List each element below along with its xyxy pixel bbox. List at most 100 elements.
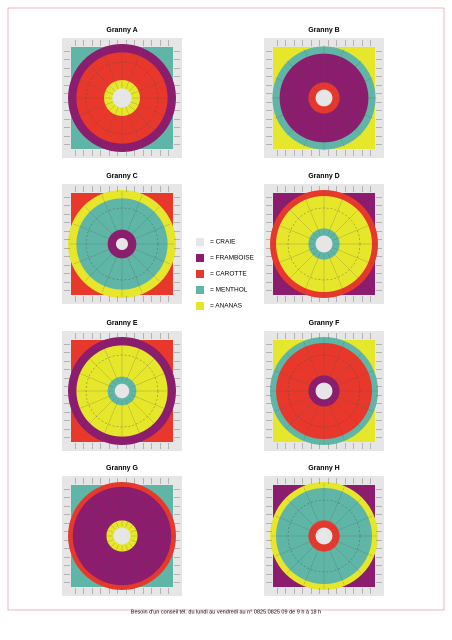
stitch-line [303,49,321,90]
stitch-line [125,487,143,528]
stitch-line [130,515,171,533]
stitch-line [330,353,362,385]
legend-label: = CRAIE [210,239,236,246]
stitch-line [332,223,373,241]
stitch-line [128,353,160,385]
stitch-line [130,394,171,412]
stitch-line [332,515,373,533]
stitch-line [101,49,119,90]
stitch-line [84,353,116,385]
stitch-line [327,342,345,383]
stitch-line [327,106,345,147]
ring [114,383,130,399]
granny-square [264,331,384,451]
ring [116,238,128,250]
stitch-line [101,252,119,293]
stitch-line [303,399,321,440]
stitch-line [327,252,345,293]
stitch-line [286,60,318,92]
stitch-line [84,397,116,429]
stitch-line [73,247,114,265]
stitch-line [125,252,143,293]
stitch-line [128,206,160,238]
legend-swatch [196,238,204,246]
stitch-line [125,195,143,236]
stitch-ring [85,499,159,573]
stitch-line [275,370,316,388]
square-title: Granny E [106,320,137,327]
stitch-line [303,106,321,147]
legend-label: = FRAMBOISE [210,255,255,262]
stitch-line [128,104,160,136]
legend-label: = MENTHOL [210,287,248,294]
stitch-line [303,544,321,585]
stitch-line [330,498,362,530]
stitch-line [275,101,316,119]
stitch-line [286,206,318,238]
stitch-line [330,104,362,136]
stitch-line [286,104,318,136]
stitch-line [73,77,114,95]
stitch-line [130,223,171,241]
stitch-line [128,60,160,92]
granny-square [264,184,384,304]
square-title: Granny F [309,320,340,327]
stitch-line [128,397,160,429]
ring [315,527,333,545]
square-title: Granny G [106,465,138,472]
stitch-ring [287,207,361,281]
stitch-line [73,101,114,119]
stitch-line [286,353,318,385]
stitch-line [130,370,171,388]
stitch-line [84,542,116,574]
legend-swatch [196,254,204,262]
stitch-line [84,60,116,92]
stitch-line [332,77,373,95]
stitch-line [275,394,316,412]
stitch-line [125,342,143,383]
stitch-line [327,487,345,528]
ring [315,382,333,400]
stitch-line [275,223,316,241]
stitch-line [73,370,114,388]
stitch-line [327,49,345,90]
stitch-ring [287,499,361,573]
stitch-line [84,498,116,530]
stitch-line [303,252,321,293]
granny-square [62,331,182,451]
stitch-line [275,247,316,265]
stitch-line [101,399,119,440]
stitch-line [286,397,318,429]
stitch-line [130,247,171,265]
stitch-ring [85,207,159,281]
stitch-line [101,342,119,383]
stitch-line [84,104,116,136]
stitch-line [130,101,171,119]
stitch-line [128,250,160,282]
stitch-line [303,195,321,236]
stitch-line [84,250,116,282]
ring [315,235,333,253]
stitch-line [128,498,160,530]
stitch-line [303,342,321,383]
stitch-ring [85,61,159,135]
square-title: Granny C [106,173,138,180]
square-title: Granny D [308,173,340,180]
granny-square [264,476,384,596]
stitch-ring [85,354,159,428]
stitch-line [327,544,345,585]
granny-square [62,184,182,304]
ring [315,89,333,107]
page-frame [7,7,445,611]
stitch-line [303,487,321,528]
stitch-ring [287,354,361,428]
stitch-line [130,539,171,557]
legend-swatch [196,302,204,310]
ring [112,88,132,108]
stitch-line [73,539,114,557]
stitch-line [327,399,345,440]
stitch-line [73,394,114,412]
stitch-line [73,223,114,241]
legend-label: = ANANAS [210,303,243,310]
